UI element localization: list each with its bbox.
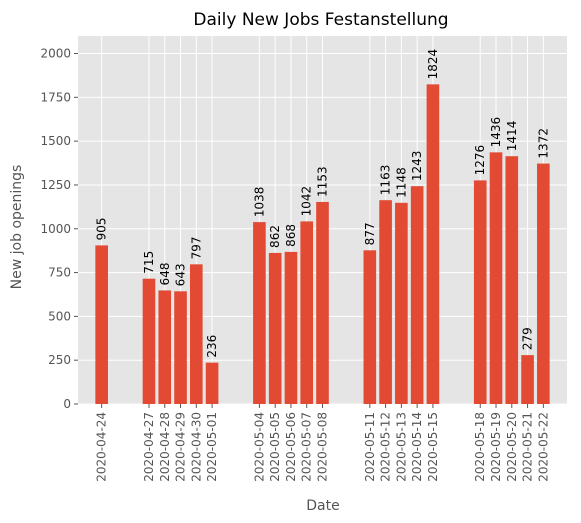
x-tick-label: 2020-04-28 <box>158 412 172 482</box>
data-label: 1163 <box>379 165 393 196</box>
x-tick-label: 2020-05-01 <box>205 412 219 482</box>
data-label: 1153 <box>316 166 330 197</box>
data-label: 877 <box>363 222 377 245</box>
bar-2020-05-14 <box>410 186 424 404</box>
data-label: 797 <box>189 236 203 259</box>
data-label: 868 <box>284 224 298 247</box>
data-label: 1436 <box>489 117 503 148</box>
y-tick-label: 2000 <box>40 47 71 61</box>
x-tick-label: 2020-05-15 <box>426 412 440 482</box>
bar-2020-05-15 <box>426 84 440 404</box>
y-tick-label: 1000 <box>40 222 71 236</box>
x-tick-label: 2020-05-05 <box>268 412 282 482</box>
bar-2020-05-21 <box>521 355 534 404</box>
data-label: 1372 <box>536 128 550 159</box>
x-axis-label: Date <box>306 498 339 514</box>
y-tick-label: 1250 <box>40 178 71 192</box>
x-tick-label: 2020-05-14 <box>410 412 424 482</box>
bar-2020-05-04 <box>253 222 266 404</box>
bar-2020-05-01 <box>205 362 219 404</box>
y-tick-label: 1500 <box>40 134 71 148</box>
x-tick-label: 2020-04-27 <box>142 412 156 482</box>
bars <box>95 84 550 404</box>
x-tick-label: 2020-05-04 <box>252 412 266 482</box>
data-label: 1243 <box>410 151 424 182</box>
y-tick-label: 0 <box>63 397 71 411</box>
bar-2020-05-13 <box>395 202 408 404</box>
data-label: 643 <box>174 263 188 286</box>
bar-2020-04-30 <box>189 264 203 404</box>
x-tick-label: 2020-05-20 <box>505 412 519 482</box>
y-tick-label: 500 <box>48 309 71 323</box>
x-tick-label: 2020-04-30 <box>189 412 203 482</box>
bar-2020-05-05 <box>268 252 282 404</box>
x-tick-label: 2020-05-18 <box>473 412 487 482</box>
data-label: 1148 <box>394 167 408 198</box>
x-tick-label: 2020-04-24 <box>95 412 109 482</box>
data-label: 1042 <box>300 186 314 217</box>
x-tick-label: 2020-05-22 <box>536 412 550 482</box>
bar-2020-04-24 <box>95 245 108 404</box>
y-tick-label: 750 <box>48 266 71 280</box>
x-axis-ticks: 2020-04-24 2020-04-27 2020-04-28 2020-04-29… <box>95 404 550 482</box>
x-tick-label: 2020-05-07 <box>300 412 314 482</box>
bar-2020-04-27 <box>142 278 156 404</box>
x-tick-label: 2020-04-29 <box>174 412 188 482</box>
bar-2020-05-18 <box>473 180 487 404</box>
bar-2020-05-06 <box>284 251 298 404</box>
data-label: 1038 <box>252 187 266 218</box>
data-label: 279 <box>521 327 535 350</box>
x-tick-label: 2020-05-19 <box>489 412 503 482</box>
bar-2020-05-12 <box>379 200 392 404</box>
bar-2020-05-08 <box>316 201 329 404</box>
chart-title: Daily New Jobs Festanstellung <box>193 10 448 30</box>
bar-2020-05-20 <box>505 156 519 404</box>
x-tick-label: 2020-05-06 <box>284 412 298 482</box>
data-label: 862 <box>268 225 282 248</box>
x-tick-label: 2020-05-11 <box>363 412 377 482</box>
data-label: 905 <box>95 218 109 241</box>
bar-2020-05-07 <box>300 221 314 404</box>
y-axis-label: New job openings <box>9 165 25 290</box>
data-label: 236 <box>205 335 219 358</box>
x-tick-label: 2020-05-12 <box>379 412 393 482</box>
data-label: 648 <box>158 263 172 286</box>
bar-2020-05-22 <box>537 163 550 404</box>
data-label: 1824 <box>426 49 440 80</box>
data-label: 1276 <box>473 145 487 176</box>
y-axis-ticks: 0 250 500 750 1000 1250 1500 1750 2000 <box>40 47 78 411</box>
data-label: 1414 <box>505 121 519 152</box>
x-tick-label: 2020-05-21 <box>521 412 535 482</box>
x-tick-label: 2020-05-13 <box>394 412 408 482</box>
x-tick-label: 2020-05-08 <box>316 412 330 482</box>
y-tick-label: 1750 <box>40 90 71 104</box>
y-tick-label: 250 <box>48 353 71 367</box>
data-label: 715 <box>142 251 156 274</box>
bar-2020-04-29 <box>174 291 187 404</box>
bar-2020-05-11 <box>363 250 377 404</box>
bar-2020-04-28 <box>158 290 172 404</box>
bar-2020-05-19 <box>489 152 503 404</box>
